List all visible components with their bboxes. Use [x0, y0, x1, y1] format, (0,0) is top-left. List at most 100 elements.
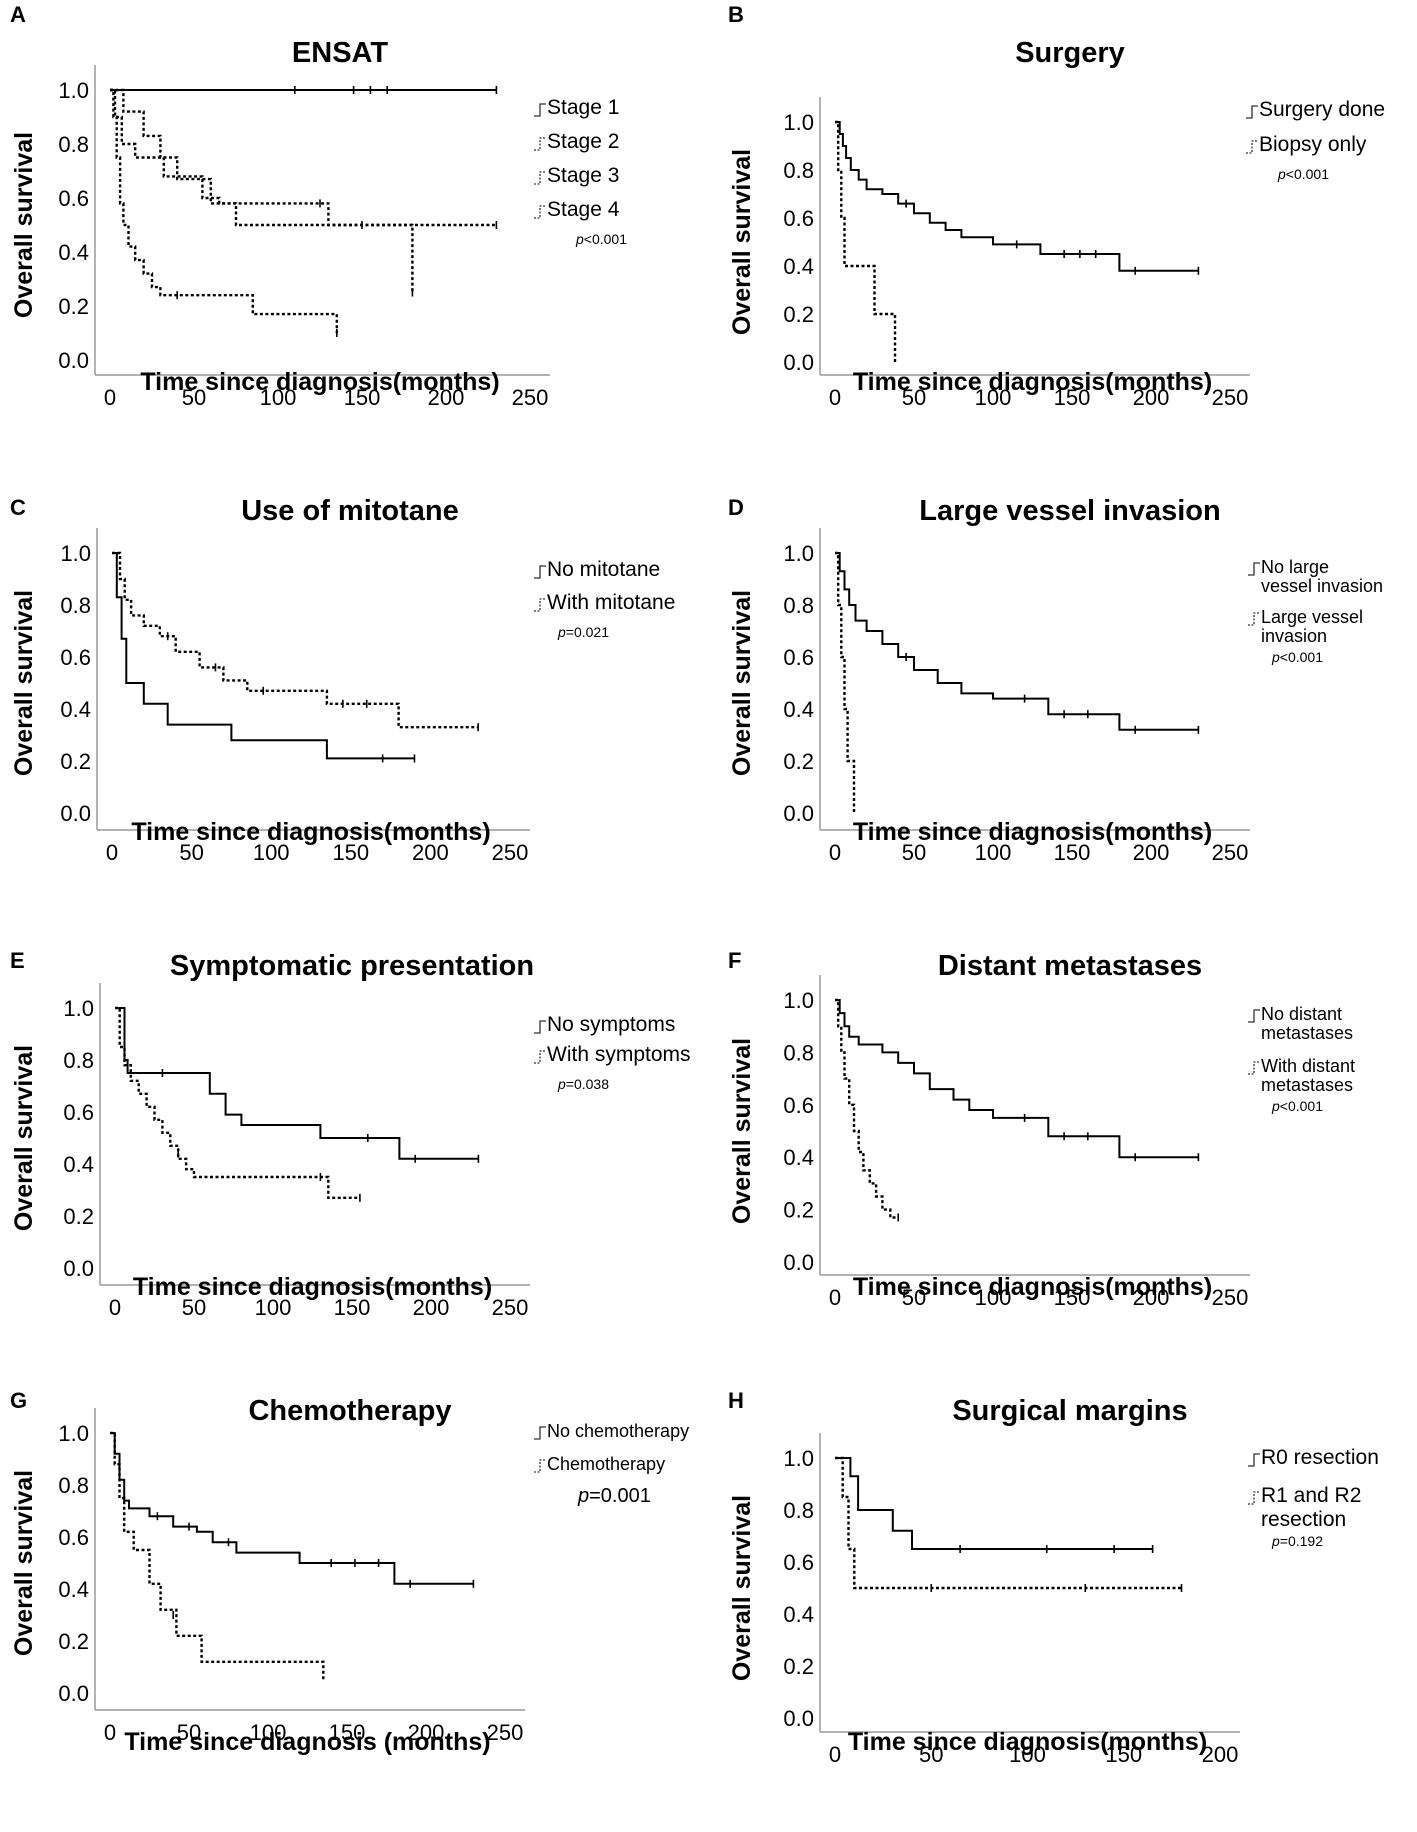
x-tick-label: 150	[1054, 1285, 1091, 1310]
y-tick-label: 0.2	[783, 1198, 814, 1223]
x-tick-label: 100	[975, 385, 1012, 410]
chart-title: ENSAT	[292, 37, 388, 69]
legend-step-icon	[534, 598, 546, 612]
legend: Stage 1 Stage 2 Stage 3 Stage 4 p<0.001	[534, 96, 627, 247]
x-tick-label: 100	[1009, 1742, 1046, 1767]
x-tick-label: 50	[179, 840, 203, 865]
x-tick-label: 0	[109, 1295, 121, 1320]
y-tick-label: 1.0	[783, 541, 814, 566]
y-tick-label: 0.4	[783, 1602, 814, 1627]
legend-entry: With distant metastases	[1261, 1056, 1355, 1095]
y-tick-label: 0.2	[783, 1654, 814, 1679]
y-tick-label: 0.2	[58, 1629, 89, 1654]
legend-step-icon	[534, 137, 546, 151]
chart-title: Surgery	[1015, 37, 1125, 69]
y-axis-label: Overall survival	[10, 590, 38, 776]
x-tick-label: 200	[1202, 1742, 1239, 1767]
y-tick-label: 0.0	[783, 350, 814, 375]
y-axis-label: Overall survival	[10, 1045, 38, 1231]
x-tick-label: 200	[1133, 840, 1170, 865]
legend-step-icon	[1248, 1491, 1260, 1505]
y-tick-label: 0.4	[58, 240, 89, 265]
legend-step-icon	[534, 205, 546, 219]
chart-title: Chemotherapy	[248, 1395, 451, 1427]
chart-title: Large vessel invasion	[919, 495, 1220, 527]
y-tick-label: 0.6	[783, 1093, 814, 1118]
survival-curve-with-mitotane	[112, 551, 479, 729]
survival-curve-stage-2	[110, 88, 414, 293]
x-tick-label: 50	[902, 385, 926, 410]
legend-entry: With symptoms	[547, 1043, 691, 1066]
y-tick-label: 0.0	[60, 801, 91, 826]
panel-b: B Surgery 0.0 0.2 0.4 0.6 0.8 1.0 0 50 100 150 200 25…	[728, 2, 1385, 410]
y-tick-label: 1.0	[783, 110, 814, 135]
legend-entry: Stage 4	[547, 198, 620, 221]
legend-step-icon	[1248, 1061, 1260, 1075]
y-axis-label: Overall survival	[10, 132, 38, 318]
x-axis-label: Time since diagnosis(months)	[853, 368, 1212, 396]
y-tick-label: 0.8	[60, 593, 91, 618]
survival-curve-stage-4	[110, 88, 338, 333]
legend-entry: Biopsy only	[1259, 133, 1367, 156]
panel-a: A ENSAT 0.0 0.2 0.4 0.6 0.8 1.0 0 50 100 150 200 250 T…	[10, 2, 627, 410]
x-tick-label: 50	[182, 385, 206, 410]
y-tick-label: 0.4	[58, 1577, 89, 1602]
x-tick-label: 100	[250, 1720, 287, 1745]
y-tick-label: 1.0	[783, 1446, 814, 1471]
legend-entry: Stage 3	[547, 164, 619, 187]
legend-step-icon	[1246, 105, 1258, 119]
x-tick-label: 200	[1133, 1285, 1170, 1310]
legend: No large vessel invasion Large vessel invas…	[1248, 557, 1383, 665]
legend-entry: No distant metastases	[1261, 1004, 1353, 1043]
x-tick-label: 0	[829, 840, 841, 865]
legend-step-icon	[534, 1020, 546, 1034]
x-tick-label: 250	[487, 1720, 524, 1745]
x-tick-label: 150	[329, 1720, 366, 1745]
survival-curve-with-distant-metastases	[835, 998, 899, 1219]
x-tick-label: 50	[902, 840, 926, 865]
chart-title: Surgical margins	[952, 1395, 1187, 1427]
legend-step-icon	[534, 1050, 546, 1064]
y-tick-label: 0.2	[63, 1204, 94, 1229]
legend-step-icon	[534, 1459, 546, 1473]
y-tick-label: 0.8	[58, 132, 89, 157]
legend-step-icon	[534, 171, 546, 185]
x-tick-label: 0	[829, 1742, 841, 1767]
x-axis-label: Time since diagnosis(months)	[131, 818, 490, 846]
p-value: p<0.001	[575, 231, 627, 247]
legend-entry: No mitotane	[547, 558, 660, 581]
p-value: p<0.001	[1271, 1098, 1323, 1114]
y-tick-label: 0.2	[783, 749, 814, 774]
y-tick-label: 0.8	[783, 1040, 814, 1065]
x-axis-label: Time since diagnosis(months)	[140, 368, 499, 396]
y-tick-label: 0.0	[783, 801, 814, 826]
y-tick-label: 0.2	[60, 749, 91, 774]
p-value: p=0.038	[557, 1076, 609, 1092]
survival-curve-biopsy-only	[835, 120, 897, 362]
x-tick-label: 100	[260, 385, 297, 410]
panel-letter: E	[10, 948, 25, 973]
x-tick-label: 150	[332, 840, 369, 865]
panel-letter: B	[728, 2, 744, 27]
legend-entry: R1 and R2 resection	[1261, 1484, 1361, 1531]
x-tick-label: 250	[492, 840, 529, 865]
legend-step-icon	[1248, 562, 1260, 576]
panel-letter: D	[728, 495, 744, 520]
panel-letter: F	[728, 948, 741, 973]
y-axis-label: Overall survival	[728, 1495, 756, 1681]
legend-step-icon	[1246, 140, 1258, 154]
x-tick-label: 0	[829, 385, 841, 410]
panel-letter: H	[728, 1388, 744, 1413]
y-axis-label: Overall survival	[728, 590, 756, 776]
p-value: p=0.001	[577, 1485, 651, 1507]
y-tick-label: 0.0	[63, 1256, 94, 1281]
x-tick-label: 150	[344, 385, 381, 410]
panel-e: E Symptomatic presentation 0.0 0.2 0.4 0.6 0.8…	[10, 948, 691, 1320]
panel-letter: G	[10, 1388, 27, 1413]
x-tick-label: 100	[975, 840, 1012, 865]
x-tick-label: 200	[1133, 385, 1170, 410]
y-tick-label: 0.6	[783, 206, 814, 231]
legend-step-icon	[1248, 1009, 1260, 1023]
y-tick-label: 0.0	[783, 1706, 814, 1731]
legend-entry: Chemotherapy	[547, 1454, 665, 1474]
